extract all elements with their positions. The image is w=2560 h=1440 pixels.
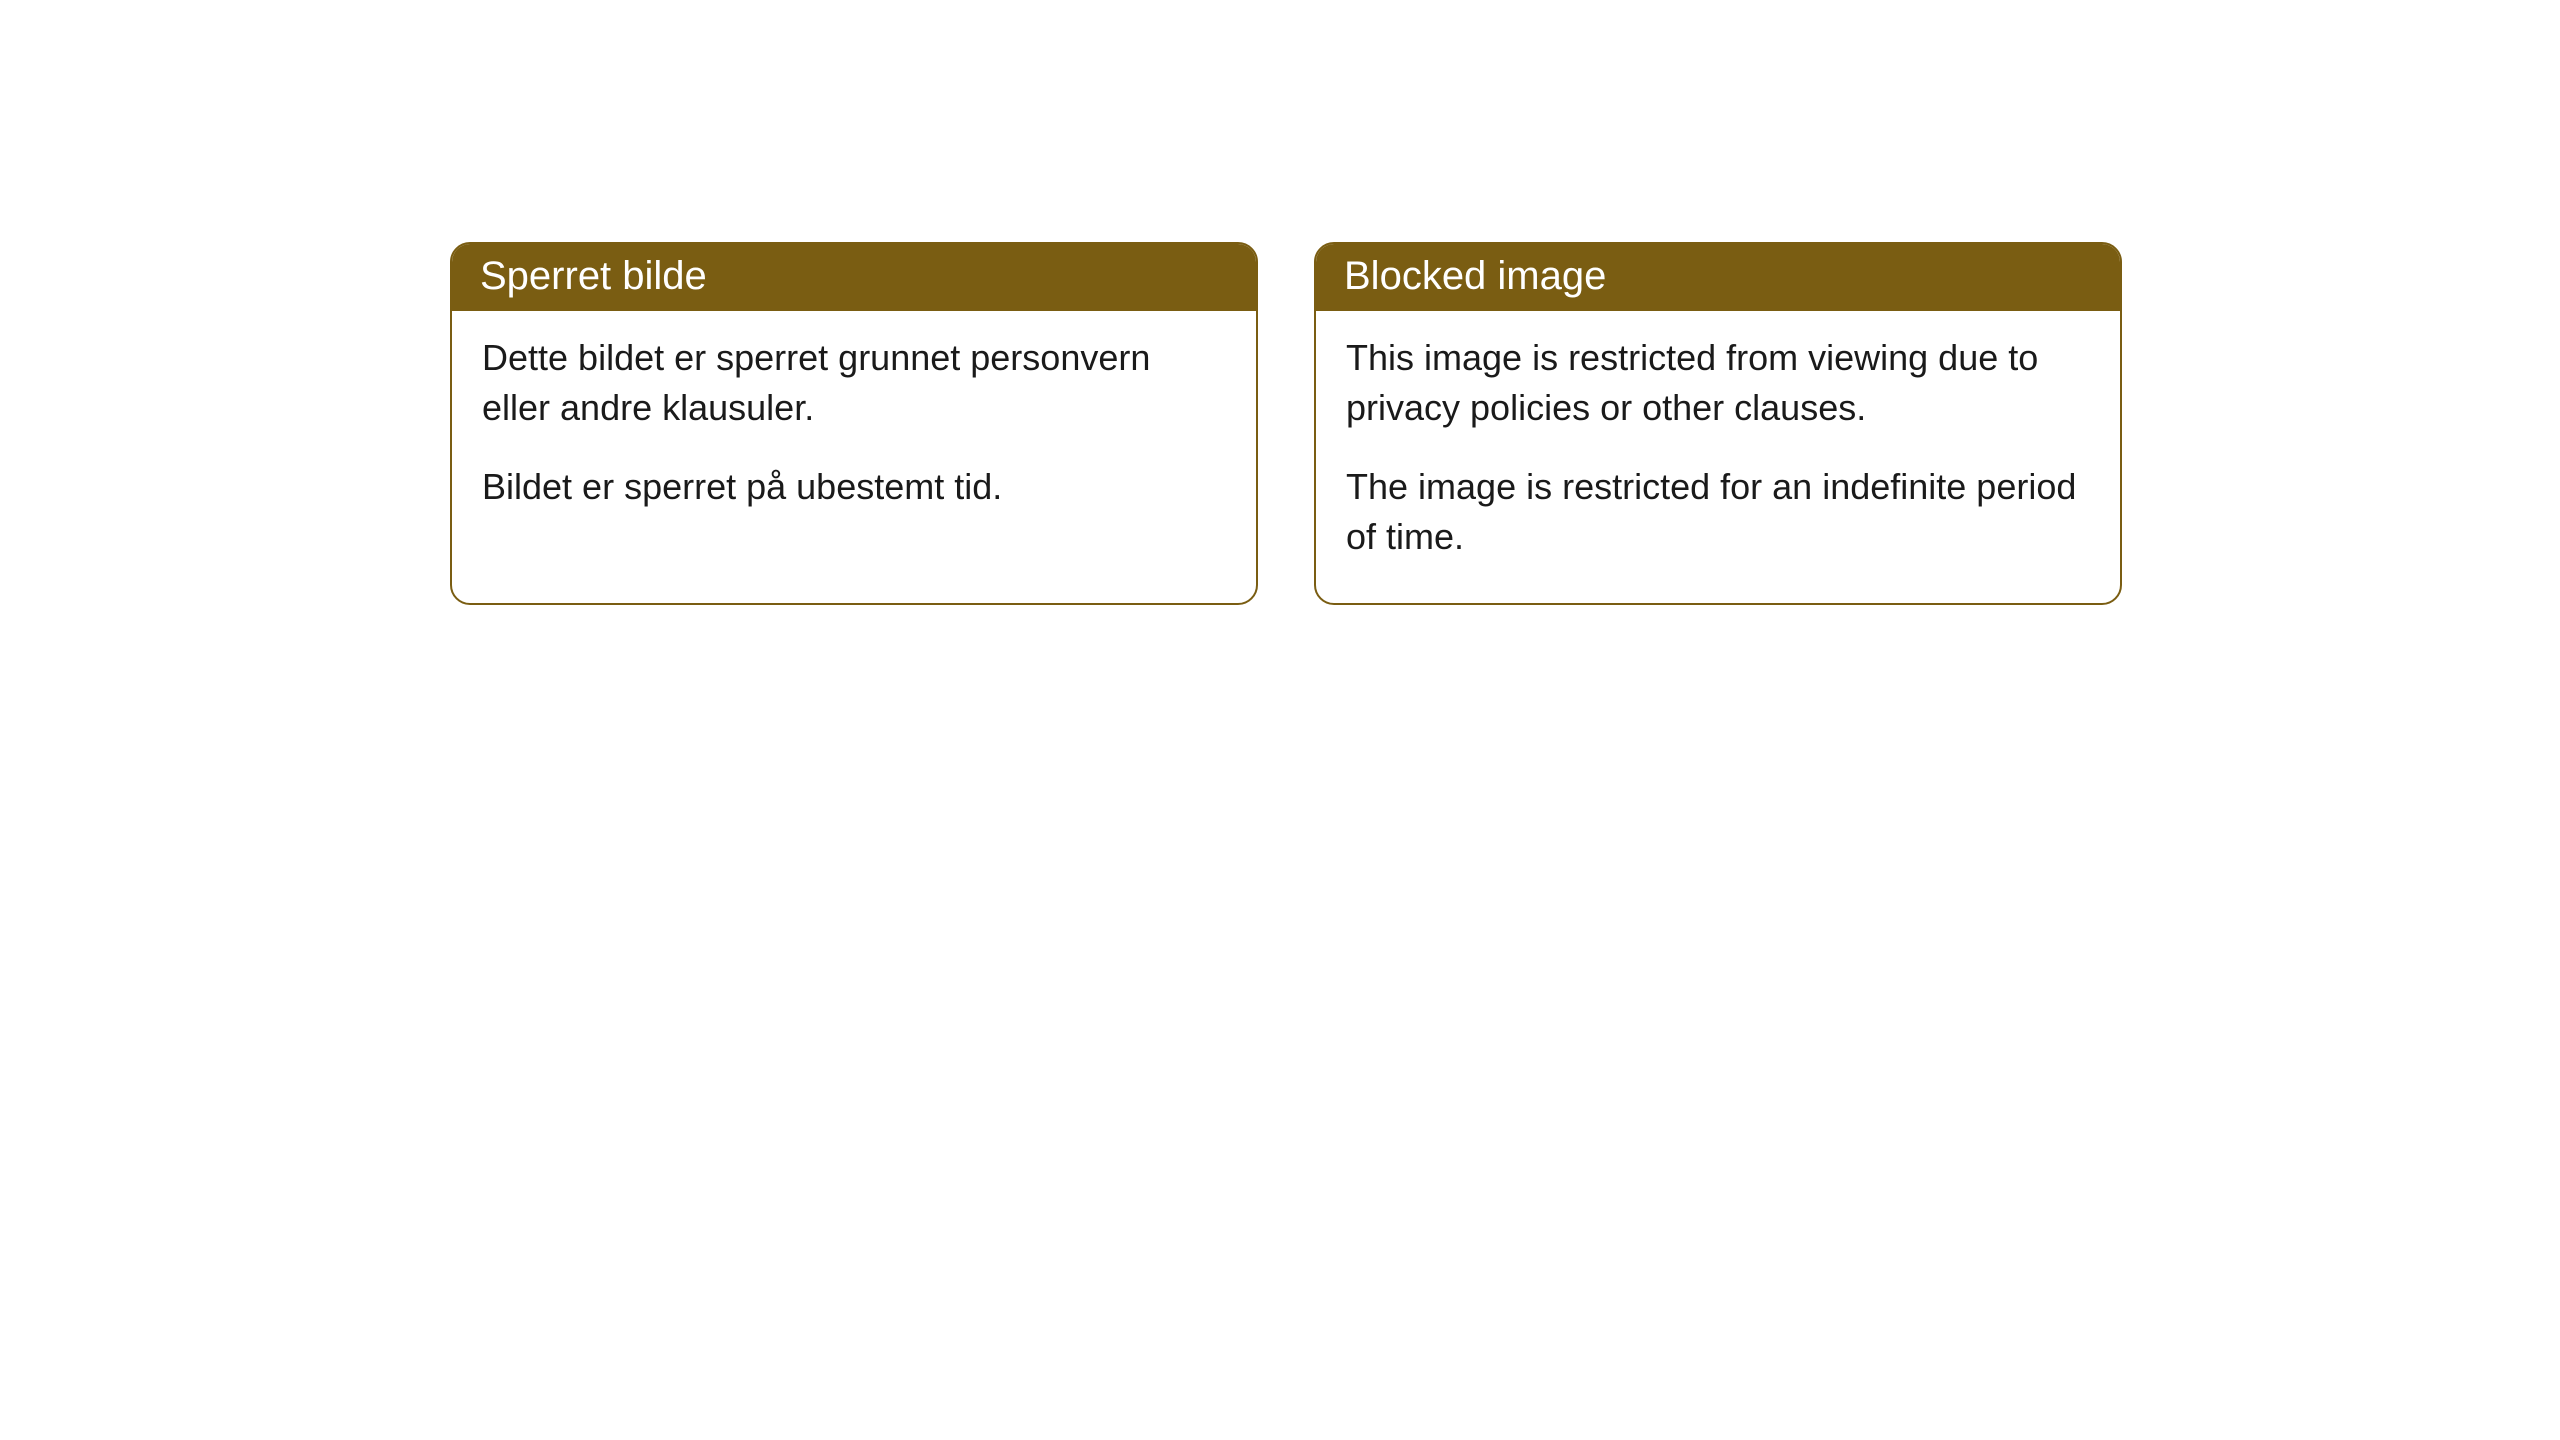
card-paragraph: The image is restricted for an indefinit…	[1346, 462, 2090, 563]
notice-card-norwegian: Sperret bilde Dette bildet er sperret gr…	[450, 242, 1258, 605]
card-paragraph: This image is restricted from viewing du…	[1346, 333, 2090, 434]
card-paragraph: Dette bildet er sperret grunnet personve…	[482, 333, 1226, 434]
card-paragraph: Bildet er sperret på ubestemt tid.	[482, 462, 1226, 512]
card-title: Blocked image	[1344, 254, 1606, 298]
notice-card-english: Blocked image This image is restricted f…	[1314, 242, 2122, 605]
card-header: Sperret bilde	[452, 244, 1256, 311]
card-body: Dette bildet er sperret grunnet personve…	[452, 311, 1256, 552]
notice-cards-container: Sperret bilde Dette bildet er sperret gr…	[450, 242, 2122, 605]
card-title: Sperret bilde	[480, 254, 707, 298]
card-body: This image is restricted from viewing du…	[1316, 311, 2120, 603]
card-header: Blocked image	[1316, 244, 2120, 311]
